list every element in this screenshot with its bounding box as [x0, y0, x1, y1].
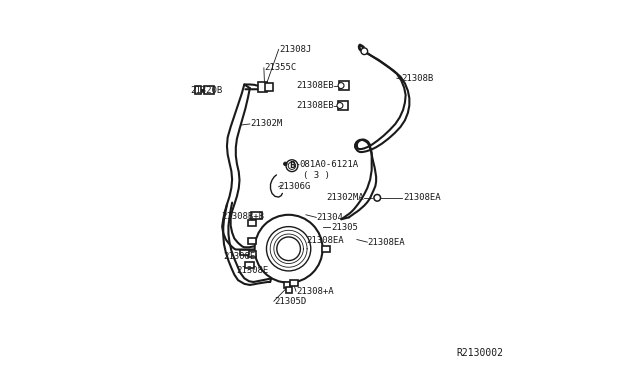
- Text: 21305D: 21305D: [274, 297, 306, 306]
- FancyBboxPatch shape: [245, 262, 255, 268]
- Text: 21308EA: 21308EA: [306, 236, 344, 245]
- Text: 21302M: 21302M: [250, 119, 282, 128]
- FancyBboxPatch shape: [290, 280, 298, 286]
- Text: 21305: 21305: [331, 223, 358, 232]
- FancyBboxPatch shape: [338, 101, 348, 110]
- Circle shape: [286, 160, 298, 171]
- FancyBboxPatch shape: [284, 282, 290, 288]
- Text: 21308E: 21308E: [223, 251, 255, 261]
- Text: 21306G: 21306G: [278, 182, 311, 191]
- Text: 21308EA: 21308EA: [367, 238, 405, 247]
- Text: R2130002: R2130002: [456, 348, 504, 358]
- FancyBboxPatch shape: [259, 82, 268, 92]
- Text: 21308+A: 21308+A: [296, 287, 333, 296]
- FancyBboxPatch shape: [204, 86, 214, 94]
- FancyBboxPatch shape: [195, 86, 201, 94]
- FancyBboxPatch shape: [248, 220, 256, 226]
- Circle shape: [374, 195, 381, 201]
- Text: 081A0-6121A: 081A0-6121A: [300, 160, 359, 169]
- Circle shape: [266, 227, 311, 271]
- FancyBboxPatch shape: [339, 81, 349, 90]
- FancyBboxPatch shape: [266, 83, 273, 91]
- FancyBboxPatch shape: [240, 250, 249, 256]
- Circle shape: [337, 103, 343, 109]
- Text: B: B: [289, 161, 295, 170]
- FancyBboxPatch shape: [248, 251, 256, 257]
- Text: 21304: 21304: [316, 213, 343, 222]
- Circle shape: [338, 83, 344, 89]
- Circle shape: [284, 162, 287, 166]
- Text: 21302MA: 21302MA: [326, 193, 364, 202]
- Circle shape: [277, 237, 300, 260]
- FancyBboxPatch shape: [252, 212, 262, 219]
- Text: ( 3 ): ( 3 ): [303, 171, 330, 180]
- FancyBboxPatch shape: [285, 287, 292, 293]
- Text: 21308E: 21308E: [236, 266, 268, 275]
- Text: 21308EA: 21308EA: [403, 193, 441, 202]
- Text: 21308B: 21308B: [401, 74, 433, 83]
- Circle shape: [288, 162, 296, 169]
- Text: 21308B+B: 21308B+B: [221, 212, 264, 221]
- Text: 21308J: 21308J: [280, 45, 312, 54]
- Circle shape: [361, 48, 367, 55]
- Text: 21320B: 21320B: [190, 86, 222, 94]
- Text: 21355C: 21355C: [264, 63, 297, 72]
- FancyBboxPatch shape: [322, 246, 330, 252]
- Text: 21308EB: 21308EB: [296, 101, 334, 110]
- FancyBboxPatch shape: [248, 238, 256, 244]
- Circle shape: [255, 215, 323, 283]
- Text: 21308EB: 21308EB: [296, 81, 334, 90]
